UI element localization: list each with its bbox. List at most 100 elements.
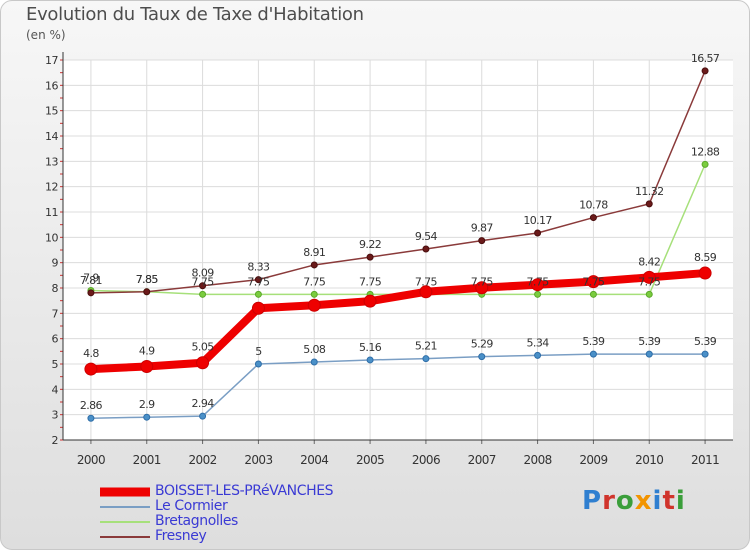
data-label: 5.29 [471, 338, 494, 351]
data-label: 5.05 [192, 341, 215, 354]
y-tick-label: 6 [52, 333, 59, 346]
data-label: 8.33 [247, 261, 270, 274]
logo-letter: o [615, 486, 635, 516]
data-label: 5.34 [527, 336, 550, 349]
data-point-0 [363, 294, 377, 308]
chart-subtitle: (en %) [26, 28, 66, 42]
proxiti-logo: Proxiti [582, 486, 686, 516]
data-label: 7.75 [471, 275, 494, 288]
x-tick-label: 2000 [77, 453, 105, 467]
y-tick-label: 2 [52, 434, 59, 447]
legend-item: BOISSET-LES-PRéVANCHES [100, 484, 334, 499]
data-label: 2.9 [139, 398, 155, 411]
data-point-0 [307, 298, 321, 312]
legend-label: Le Cormier [155, 498, 228, 514]
y-tick-label: 16 [45, 79, 58, 92]
y-tick-label: 11 [45, 206, 58, 219]
logo-letter: t [662, 486, 676, 516]
data-point-0 [84, 362, 98, 376]
legend-swatch [100, 487, 150, 496]
legend-item: Bretagnolles [100, 514, 333, 529]
legend-label: Fresney [155, 528, 207, 544]
y-tick-label: 15 [45, 105, 58, 118]
data-label: 7.75 [415, 275, 438, 288]
data-label: 5.39 [638, 335, 661, 348]
data-point-1 [701, 350, 709, 358]
data-point-0 [586, 275, 600, 289]
logo-letter: P [582, 486, 603, 516]
legend-swatch [100, 505, 150, 508]
data-point-0 [475, 281, 489, 295]
legend-label: Bretagnolles [155, 513, 238, 529]
data-point-0 [531, 278, 545, 292]
data-label: 9.87 [471, 222, 494, 235]
data-point-1 [143, 413, 151, 421]
data-label: 5.08 [303, 343, 326, 356]
data-label: 7.75 [303, 275, 326, 288]
data-label: 5.21 [415, 340, 437, 353]
legend-item: Le Cormier [100, 499, 333, 514]
y-tick-label: 9 [52, 257, 59, 270]
data-label: 8.91 [303, 246, 325, 259]
data-label: 5.39 [582, 335, 605, 348]
data-label: 12.88 [691, 145, 720, 158]
chart-legend: BOISSET-LES-PRéVANCHES Le Cormier Bretagno… [100, 484, 334, 544]
data-point-3 [254, 276, 262, 284]
data-point-1 [254, 360, 262, 368]
data-point-3 [589, 214, 597, 222]
legend-item: Fresney [100, 529, 333, 544]
x-tick-label: 2005 [356, 453, 384, 467]
series-line-3 [90, 70, 706, 294]
data-label: 16.57 [691, 52, 720, 65]
data-label: 9.22 [359, 238, 381, 251]
x-tick-label: 2009 [579, 453, 607, 467]
data-point-0 [196, 356, 210, 370]
data-point-0 [698, 266, 712, 280]
x-tick-label: 2007 [468, 453, 496, 467]
y-tick-label: 4 [52, 383, 59, 396]
data-point-2 [534, 290, 542, 298]
data-label: 9.54 [415, 230, 438, 243]
data-point-1 [422, 355, 430, 363]
data-label: 7.75 [192, 275, 215, 288]
data-point-3 [645, 200, 653, 208]
data-point-3 [366, 253, 374, 261]
data-label: 5 [255, 345, 262, 358]
plot-area [63, 60, 733, 440]
data-point-2 [199, 290, 207, 298]
data-point-1 [645, 350, 653, 358]
data-point-1 [589, 350, 597, 358]
data-point-3 [199, 282, 207, 290]
series-line-1 [90, 353, 706, 419]
legend-swatch [100, 535, 150, 538]
data-label: 5.16 [359, 341, 382, 354]
chart-title: Evolution du Taux de Taxe d'Habitation [26, 4, 364, 25]
y-tick-label: 14 [45, 130, 58, 143]
data-point-3 [143, 288, 151, 296]
logo-letter: i [652, 486, 663, 516]
data-point-2 [645, 290, 653, 298]
legend-swatch [100, 520, 150, 523]
data-point-3 [534, 229, 542, 237]
x-tick-label: 2003 [244, 453, 272, 467]
data-label: 7.85 [136, 273, 159, 286]
data-label: 7.75 [359, 275, 382, 288]
x-tick-label: 2004 [300, 453, 328, 467]
data-point-2 [701, 160, 709, 168]
data-point-3 [87, 289, 95, 297]
data-point-2 [589, 290, 597, 298]
x-tick-label: 2008 [524, 453, 552, 467]
y-tick-label: 12 [45, 181, 58, 194]
data-point-3 [422, 245, 430, 253]
data-point-2 [254, 290, 262, 298]
logo-letter: r [602, 486, 616, 516]
data-point-0 [642, 270, 656, 284]
data-point-0 [140, 360, 154, 374]
data-label: 8.42 [638, 255, 660, 268]
data-label: 8.09 [192, 267, 215, 280]
x-tick-label: 2001 [133, 453, 161, 467]
data-label: 7.75 [638, 275, 661, 288]
data-point-0 [419, 285, 433, 299]
y-tick-label: 13 [45, 155, 58, 168]
y-tick-label: 8 [52, 282, 59, 295]
